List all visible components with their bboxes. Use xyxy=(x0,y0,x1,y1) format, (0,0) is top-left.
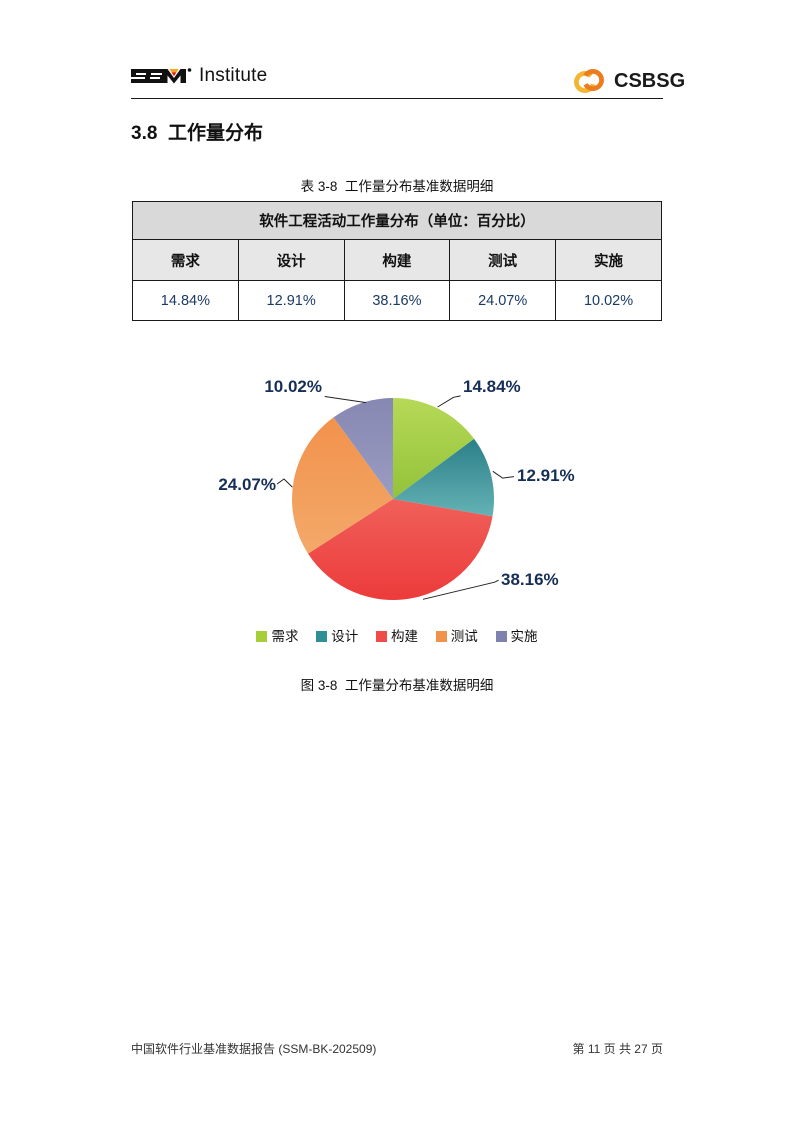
svg-text:12.91%: 12.91% xyxy=(517,466,575,485)
svg-text:24.07%: 24.07% xyxy=(218,475,276,494)
svg-text:10.02%: 10.02% xyxy=(264,377,322,396)
svg-text:14.84%: 14.84% xyxy=(463,377,521,396)
svg-text:38.16%: 38.16% xyxy=(501,570,559,589)
